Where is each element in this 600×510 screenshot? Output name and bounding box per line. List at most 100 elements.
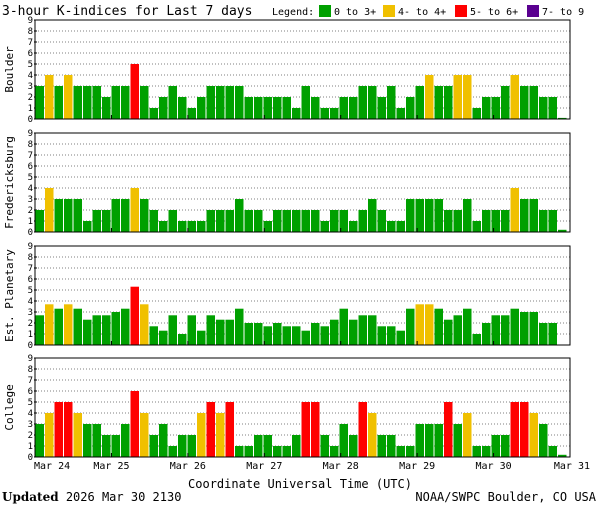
bar xyxy=(64,75,73,119)
bar xyxy=(54,199,63,232)
bar xyxy=(510,308,519,345)
bar xyxy=(159,221,168,232)
x-tick-label: Mar 31 xyxy=(554,461,590,472)
x-tick-label: Mar 24 xyxy=(34,461,70,472)
bar xyxy=(425,199,434,232)
panel-label: Boulder xyxy=(3,46,16,93)
bar xyxy=(444,210,453,232)
y-tick-label: 2 xyxy=(28,431,33,441)
bar xyxy=(149,210,158,232)
bar xyxy=(529,199,538,232)
bar xyxy=(35,86,44,119)
bar xyxy=(235,446,244,457)
bar xyxy=(434,199,443,232)
bar xyxy=(453,210,462,232)
y-tick-label: 7 xyxy=(28,38,33,48)
y-tick-label: 0 xyxy=(28,115,33,125)
bar xyxy=(187,221,196,232)
bar xyxy=(520,402,529,457)
bar xyxy=(406,308,415,345)
bar xyxy=(311,210,320,232)
bar xyxy=(387,221,396,232)
bar xyxy=(178,221,187,232)
bar xyxy=(349,319,358,345)
x-tick-label: Mar 26 xyxy=(170,461,206,472)
bar xyxy=(197,330,206,345)
bar xyxy=(349,221,358,232)
bar xyxy=(339,424,348,457)
bar xyxy=(558,229,567,232)
bar xyxy=(501,315,510,345)
bar xyxy=(130,188,139,232)
bar xyxy=(415,304,424,345)
y-tick-label: 2 xyxy=(28,206,33,216)
legend-swatch xyxy=(383,5,395,17)
bar xyxy=(292,326,301,345)
bar xyxy=(396,446,405,457)
bar xyxy=(548,210,557,232)
bar xyxy=(149,108,158,119)
bar xyxy=(444,319,453,345)
bar xyxy=(73,86,82,119)
y-tick-label: 9 xyxy=(28,354,33,364)
bar xyxy=(434,86,443,119)
panel-label: College xyxy=(3,384,16,430)
x-tick-label: Mar 25 xyxy=(93,461,129,472)
legend-item-label: 5- to 6+ xyxy=(470,7,518,18)
bar xyxy=(320,108,329,119)
bar xyxy=(216,319,225,345)
bar xyxy=(225,319,234,345)
bar xyxy=(434,308,443,345)
bar xyxy=(244,97,253,119)
bar xyxy=(349,435,358,457)
bar xyxy=(168,446,177,457)
bar xyxy=(45,188,54,232)
bar xyxy=(64,402,73,457)
y-tick-label: 5 xyxy=(28,286,33,296)
y-tick-label: 5 xyxy=(28,60,33,70)
legend-swatch xyxy=(455,5,467,17)
bar xyxy=(548,97,557,119)
bar xyxy=(92,86,101,119)
x-tick-label: Mar 27 xyxy=(246,461,282,472)
y-tick-label: 7 xyxy=(28,151,33,161)
bar xyxy=(463,75,472,119)
bar xyxy=(330,319,339,345)
bar xyxy=(149,326,158,345)
bar xyxy=(320,326,329,345)
y-tick-label: 9 xyxy=(28,242,33,252)
bar xyxy=(491,435,500,457)
bar xyxy=(159,97,168,119)
bar xyxy=(244,210,253,232)
bar xyxy=(159,424,168,457)
bar xyxy=(263,221,272,232)
bar xyxy=(377,326,386,345)
bar xyxy=(35,315,44,345)
bar xyxy=(130,391,139,457)
bar xyxy=(244,323,253,345)
bar xyxy=(463,413,472,457)
bar xyxy=(92,424,101,457)
bar xyxy=(140,304,149,345)
bar xyxy=(64,199,73,232)
bar xyxy=(320,435,329,457)
bar xyxy=(330,108,339,119)
bar xyxy=(92,210,101,232)
bar xyxy=(254,435,263,457)
y-tick-label: 6 xyxy=(28,162,33,172)
y-tick-label: 4 xyxy=(28,297,33,307)
bar xyxy=(225,210,234,232)
bar xyxy=(178,435,187,457)
bar xyxy=(368,199,377,232)
bar xyxy=(368,315,377,345)
y-tick-label: 6 xyxy=(28,49,33,59)
bar xyxy=(140,199,149,232)
bar xyxy=(311,402,320,457)
bar xyxy=(206,402,215,457)
y-tick-label: 3 xyxy=(28,308,33,318)
bar xyxy=(377,97,386,119)
bar xyxy=(235,199,244,232)
bar xyxy=(149,435,158,457)
